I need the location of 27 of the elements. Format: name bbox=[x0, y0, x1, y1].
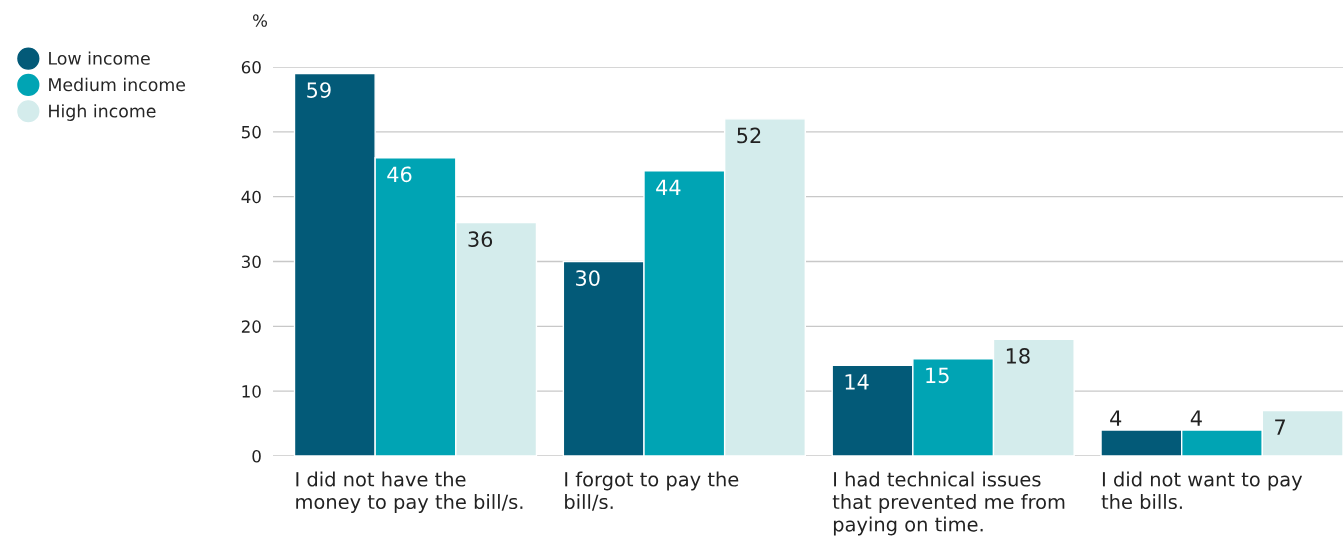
data-label: 46 bbox=[387, 166, 412, 183]
y-tick-label: 40 bbox=[241, 190, 261, 204]
x-tick-label: I had technical issues that prevented me from paying on time. bbox=[832, 471, 1065, 536]
x-tick-label: I did not want to pay the bills. bbox=[1101, 471, 1303, 510]
y-tick-label: 60 bbox=[241, 60, 261, 74]
y-axis-title: % bbox=[253, 14, 267, 27]
data-label: 59 bbox=[307, 82, 331, 98]
y-tick-label: 0 bbox=[252, 449, 261, 463]
legend-label: Medium income bbox=[49, 77, 186, 92]
data-label: 18 bbox=[1006, 348, 1030, 364]
data-label: 7 bbox=[1275, 419, 1285, 435]
legend-label: High income bbox=[49, 104, 156, 121]
data-label: 15 bbox=[926, 367, 949, 384]
data-label: 36 bbox=[468, 231, 493, 248]
y-tick-label: 30 bbox=[241, 255, 261, 269]
x-tick-label: I forgot to pay the bill/s. bbox=[565, 471, 739, 511]
data-label: 14 bbox=[845, 374, 869, 390]
data-label: 52 bbox=[737, 127, 761, 144]
y-tick-label: 50 bbox=[241, 125, 261, 139]
y-tick-label: 20 bbox=[241, 320, 261, 333]
data-label: 4 bbox=[1190, 410, 1202, 426]
x-tick-label: I did not have the money to pay the bill/s. bbox=[296, 471, 523, 513]
data-label: 4 bbox=[1110, 410, 1122, 426]
data-label: 44 bbox=[656, 179, 681, 195]
data-label: 30 bbox=[576, 270, 600, 286]
y-tick-label: 10 bbox=[242, 385, 261, 398]
legend-label: Low income bbox=[49, 51, 150, 65]
